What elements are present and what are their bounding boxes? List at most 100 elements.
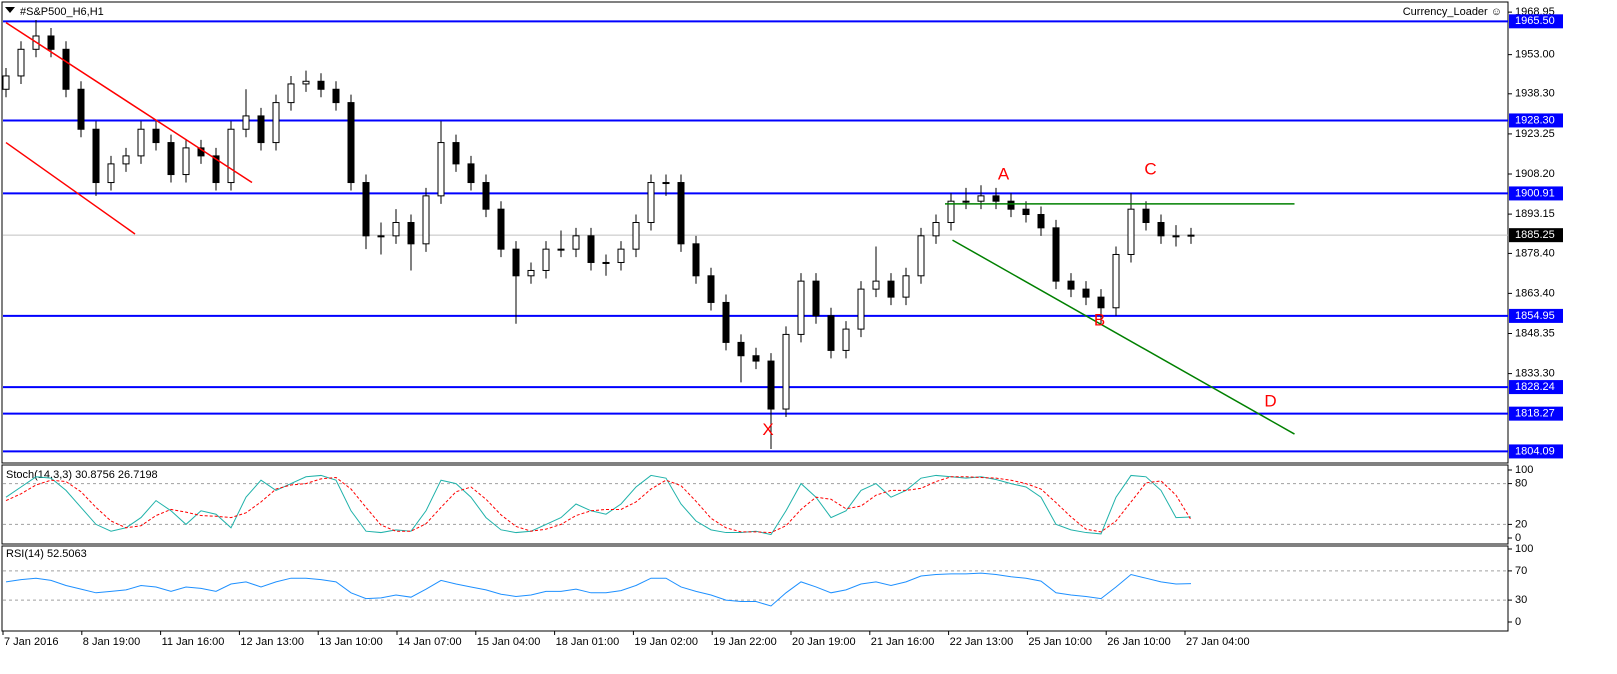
level-box [1509, 444, 1563, 459]
candle-body [962, 200, 970, 203]
x-tick-label: 26 Jan 10:00 [1107, 636, 1171, 648]
candle-body [1067, 280, 1075, 290]
candle-body [92, 128, 100, 184]
candle-body [302, 80, 310, 85]
x-tick-label: 15 Jan 04:00 [477, 636, 541, 648]
candle-body [527, 269, 535, 277]
x-tick-label: 19 Jan 02:00 [634, 636, 698, 648]
candle-body [1097, 296, 1105, 309]
candle-body [617, 248, 625, 263]
candle-body [632, 222, 640, 250]
x-tick-label: 21 Jan 16:00 [871, 636, 935, 648]
candle-body [212, 155, 220, 184]
trendline [5, 141, 136, 235]
y-tick-label: 1923.25 [1515, 128, 1555, 140]
x-tick-label: 25 Jan 10:00 [1028, 636, 1092, 648]
candle-body [932, 222, 940, 237]
candle-body [1172, 235, 1180, 238]
candle-body [1037, 214, 1045, 229]
candle-body [917, 235, 925, 277]
level-label: 1804.09 [1515, 445, 1555, 457]
x-tick-label: 20 Jan 19:00 [792, 636, 856, 648]
candle-body [167, 142, 175, 176]
candle-body [62, 48, 70, 90]
pattern-label: C [1144, 159, 1156, 178]
y-tick-label: 30 [1515, 594, 1527, 606]
y-tick-label: 1848.35 [1515, 327, 1555, 339]
candle-body [152, 128, 160, 144]
pattern-label: A [998, 165, 1010, 184]
y-tick-label: 1833.30 [1515, 368, 1555, 380]
menu-icon[interactable] [5, 7, 15, 13]
candle-body [122, 155, 130, 165]
candle-body [677, 182, 685, 245]
candle-body [482, 182, 490, 210]
level-label: 1900.91 [1515, 187, 1555, 199]
y-tick-label: 1878.40 [1515, 247, 1555, 259]
candle-body [797, 280, 805, 335]
candle-body [587, 235, 595, 263]
level-label: 1828.24 [1515, 381, 1555, 393]
candle-body [557, 248, 565, 251]
trendline [5, 22, 253, 184]
candle-body [317, 80, 325, 90]
y-tick-label: 100 [1515, 543, 1533, 555]
candle-body [287, 83, 295, 104]
last-price-label: 1885.25 [1515, 229, 1555, 241]
candle-body [422, 195, 430, 245]
candle-body [857, 288, 865, 330]
candle-body [47, 35, 55, 50]
candle-body [887, 280, 895, 298]
candle-body [1157, 222, 1165, 237]
indicator-line [5, 572, 1192, 607]
candle-body [437, 142, 445, 197]
indicator-label: Currency_Loader ☺ [1403, 6, 1502, 18]
candle-body [1187, 234, 1195, 237]
y-tick-label: 80 [1515, 478, 1527, 490]
candle-body [812, 280, 820, 317]
candle-body [692, 243, 700, 277]
last-price-box [1509, 228, 1563, 243]
indicator-line [5, 476, 1192, 534]
level-box [1509, 186, 1563, 201]
candle-body [182, 147, 190, 176]
candle-body [1082, 288, 1090, 298]
y-tick-label: 1908.20 [1515, 168, 1555, 180]
y-tick-label: 20 [1515, 518, 1527, 530]
candle-body [1022, 208, 1030, 216]
candle-body [1112, 253, 1120, 309]
y-tick-label: 0 [1515, 532, 1521, 544]
x-tick-label: 7 Jan 2016 [4, 636, 58, 648]
candle-body [257, 115, 265, 144]
candle-body [467, 163, 475, 184]
candle-body [707, 275, 715, 303]
y-tick-label: 0 [1515, 616, 1521, 628]
y-tick-label: 1953.00 [1515, 49, 1555, 61]
x-tick-label: 19 Jan 22:00 [713, 636, 777, 648]
candle-body [377, 235, 385, 238]
candle-body [497, 208, 505, 250]
x-tick-label: 14 Jan 07:00 [398, 636, 462, 648]
symbol-label: #S&P500_H6,H1 [20, 6, 104, 18]
candle-body [1052, 227, 1060, 282]
candle-body [752, 355, 760, 362]
candle-body [662, 182, 670, 185]
y-tick-label: 100 [1515, 464, 1533, 476]
candle-body [392, 222, 400, 237]
level-box [1509, 406, 1563, 421]
candle-body [782, 333, 790, 410]
level-label: 1818.27 [1515, 408, 1555, 420]
candle-body [842, 328, 850, 351]
candle-body [977, 195, 985, 202]
candle-body [737, 341, 745, 357]
candle-body [2, 75, 10, 90]
candle-body [137, 128, 145, 157]
candle-body [767, 360, 775, 410]
candle-body [512, 248, 520, 277]
candle-body [647, 182, 655, 224]
candle-body [242, 115, 250, 130]
panel-title: RSI(14) 52.5063 [6, 548, 87, 560]
pattern-label: X [762, 420, 773, 439]
candle-body [722, 301, 730, 343]
candle-body [227, 128, 235, 184]
